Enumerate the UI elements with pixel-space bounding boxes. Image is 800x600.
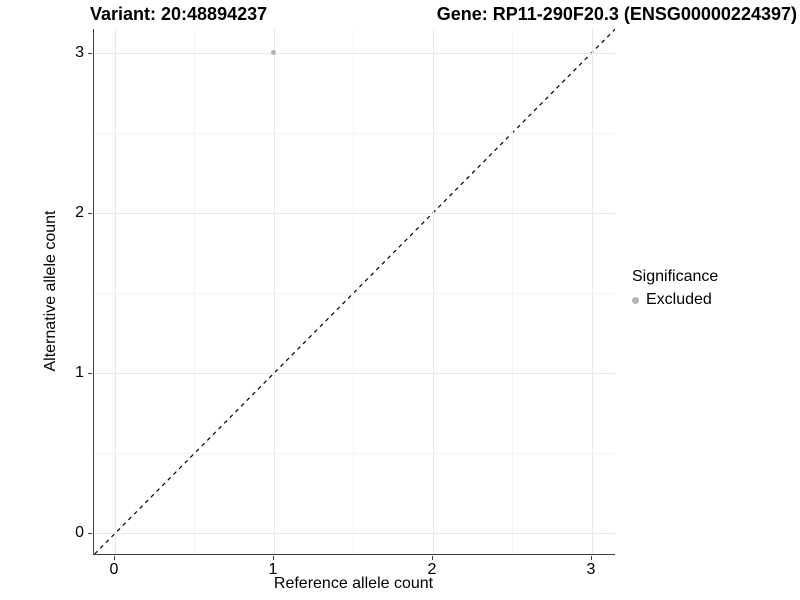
legend: Significance Excluded <box>632 268 718 309</box>
x-axis-tick <box>431 555 433 560</box>
x-axis-tick-label: 1 <box>268 561 278 578</box>
x-axis-tick <box>113 555 115 560</box>
x-axis-tick <box>590 555 592 560</box>
x-axis-tick-label: 3 <box>586 561 596 578</box>
legend-entry-label: Excluded <box>646 291 712 308</box>
plot-title-gene: Gene: RP11-290F20.3 (ENSG00000224397) <box>436 4 797 24</box>
legend-title: Significance <box>632 268 719 285</box>
data-point <box>271 50 277 56</box>
y-axis-tick <box>87 212 92 214</box>
y-axis-tick-label: 1 <box>75 364 84 382</box>
minor-gridline-x <box>353 29 355 554</box>
y-axis-tick <box>87 52 92 54</box>
y-axis-tick <box>87 533 92 535</box>
minor-gridline-x <box>194 29 196 554</box>
y-axis-tick-label: 0 <box>75 524 84 542</box>
major-gridline-x <box>273 29 275 554</box>
major-gridline-y <box>94 373 615 375</box>
major-gridline-x <box>591 29 593 554</box>
minor-gridline-y <box>94 132 615 134</box>
x-axis-tick-label: 2 <box>427 561 437 578</box>
legend-key-dot <box>632 296 639 304</box>
major-gridline-x <box>432 29 434 554</box>
legend-entry: Excluded <box>632 291 718 309</box>
x-axis-tick-label: 0 <box>109 561 119 578</box>
major-gridline-x <box>114 29 116 554</box>
x-axis-tick <box>272 555 274 560</box>
major-gridline-y <box>94 533 615 535</box>
legend-entries: Excluded <box>632 291 718 309</box>
identity-reference-line <box>94 29 615 554</box>
x-axis-title: Reference allele count <box>273 575 434 592</box>
plot-title-variant: Variant: 20:48894237 <box>90 4 268 24</box>
major-gridline-y <box>94 52 615 54</box>
y-axis-title: Alternative allele count <box>42 210 59 372</box>
plot-panel <box>93 29 615 555</box>
minor-gridline-y <box>94 453 615 455</box>
minor-gridline-y <box>94 293 615 295</box>
major-gridline-y <box>94 212 615 214</box>
minor-gridline-x <box>512 29 514 554</box>
y-axis-tick <box>87 373 92 375</box>
y-axis-tick-label: 3 <box>75 43 84 61</box>
y-axis-tick-label: 2 <box>75 203 84 221</box>
